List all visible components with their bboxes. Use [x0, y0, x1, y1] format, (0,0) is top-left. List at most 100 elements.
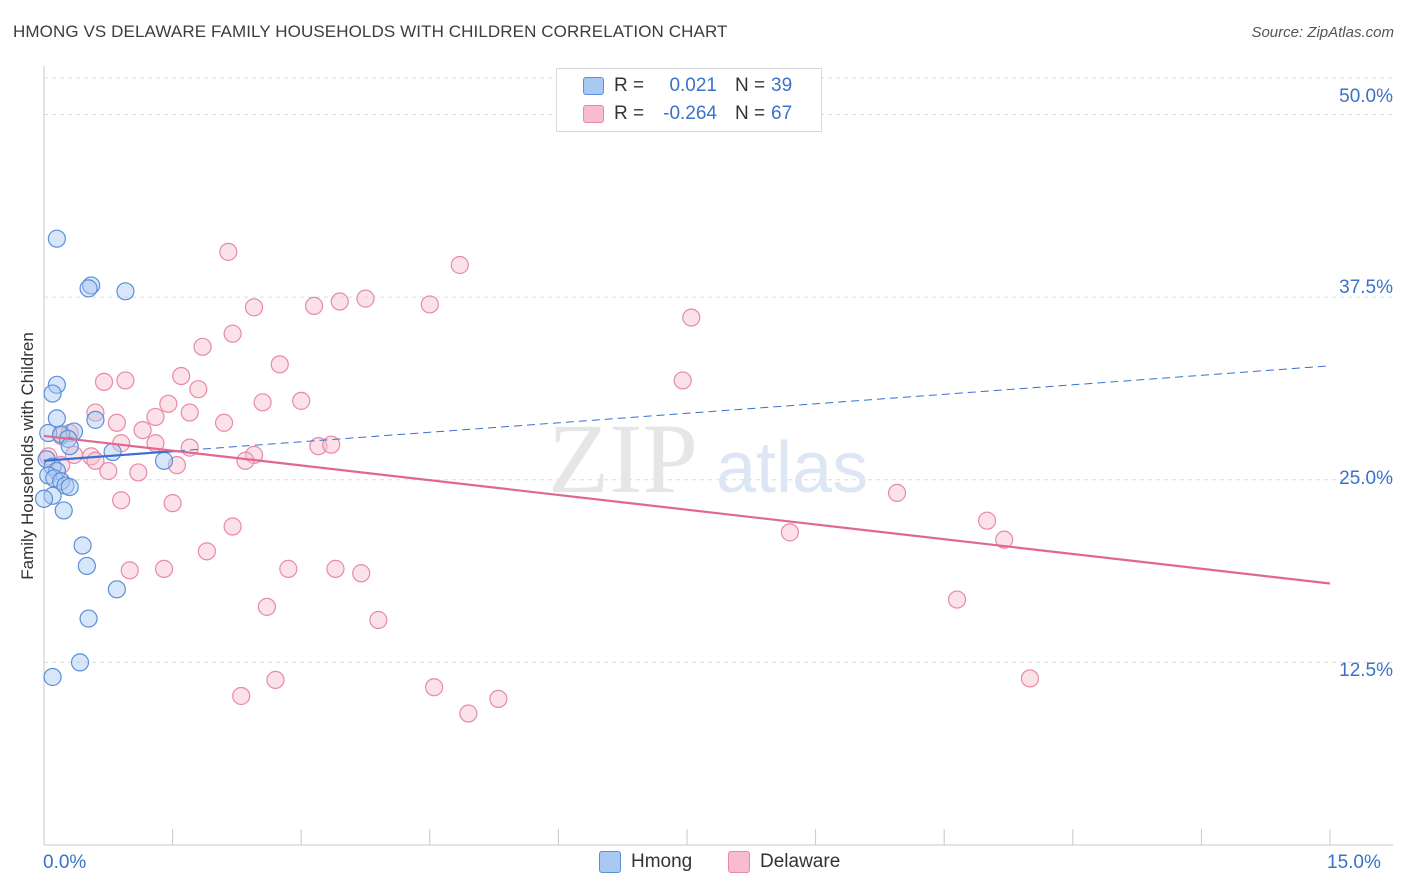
- delaware-point: [133, 420, 152, 440]
- delaware-point: [146, 407, 165, 427]
- delaware-point: [86, 403, 105, 422]
- y-tick-37-5: 37.5%: [1339, 277, 1393, 298]
- delaware-point: [159, 394, 178, 413]
- delaware-point: [197, 542, 216, 561]
- hmong-point: [73, 536, 92, 555]
- trend-lines: [43, 365, 1331, 585]
- delaware-point: [356, 289, 375, 308]
- legend-item-hmong: Hmong: [599, 851, 692, 873]
- hmong-point: [103, 442, 122, 462]
- hmong-point: [34, 489, 54, 508]
- hmong-point: [47, 229, 66, 248]
- legend-item-delaware: Delaware: [728, 851, 840, 873]
- hmong-r-label: R =: [614, 75, 645, 96]
- delaware-point: [326, 559, 345, 578]
- delaware-point: [120, 561, 139, 580]
- delaware-point: [266, 670, 285, 690]
- delaware-point: [489, 689, 508, 709]
- hmong-point: [154, 451, 174, 470]
- watermark-atlas: atlas: [716, 428, 868, 508]
- delaware-point: [129, 463, 148, 482]
- hmong-point: [79, 279, 98, 298]
- grid-lines: [44, 77, 1393, 663]
- hmong-points: [34, 229, 174, 687]
- hmong-point: [116, 282, 135, 301]
- legend-delaware-label: Delaware: [760, 851, 841, 872]
- delaware-point: [459, 704, 478, 723]
- hmong-point: [43, 667, 62, 687]
- delaware-point: [352, 564, 371, 583]
- legend: Hmong Delaware: [0, 851, 1406, 877]
- delaware-point: [223, 324, 242, 343]
- delaware-n-value: 67: [771, 103, 793, 124]
- hmong-r-value: 0.021: [669, 75, 717, 96]
- legend-delaware-swatch: [728, 851, 750, 873]
- hmong-point: [77, 556, 96, 576]
- delaware-trendline: [43, 434, 1331, 585]
- delaware-point: [116, 371, 135, 390]
- delaware-r-value: -0.264: [663, 103, 717, 124]
- hmong-trendline: [43, 449, 177, 462]
- delaware-point: [780, 523, 799, 542]
- hmong-point: [79, 609, 98, 628]
- stats-box: R = 0.021 N = 39 R = -0.264 N = 67: [556, 68, 822, 132]
- hmong-point: [82, 276, 101, 295]
- delaware-point: [292, 391, 311, 410]
- delaware-n-label: N =: [735, 103, 766, 124]
- delaware-point: [947, 590, 967, 609]
- hmong-point: [60, 477, 79, 497]
- hmong-swatch: [583, 77, 604, 95]
- delaware-point: [180, 403, 199, 422]
- delaware-point: [253, 393, 272, 412]
- delaware-point: [420, 295, 439, 314]
- delaware-point: [369, 610, 388, 630]
- delaware-point: [995, 530, 1014, 549]
- legend-hmong-swatch: [599, 851, 621, 873]
- delaware-point: [223, 517, 242, 536]
- chart-title: HMONG VS DELAWARE FAMILY HOUSEHOLDS WITH…: [13, 22, 728, 41]
- delaware-point: [219, 242, 238, 261]
- delaware-point: [193, 337, 212, 356]
- delaware-point: [977, 511, 997, 530]
- delaware-point: [107, 413, 126, 432]
- x-tick-left: 0.0%: [43, 852, 87, 873]
- delaware-point: [94, 372, 114, 391]
- y-tick-50: 50.0%: [1339, 86, 1393, 107]
- chart-source: Source: ZipAtlas.com: [1251, 24, 1394, 41]
- hmong-point: [47, 375, 66, 394]
- delaware-point: [279, 559, 298, 578]
- hmong-point: [60, 437, 79, 456]
- delaware-r-label: R =: [614, 103, 645, 124]
- delaware-swatch: [583, 105, 604, 123]
- axes: [43, 66, 1393, 846]
- delaware-point: [232, 686, 251, 706]
- delaware-point: [330, 292, 349, 311]
- hmong-trendline-extension: [176, 365, 1331, 452]
- delaware-point: [1020, 669, 1040, 688]
- y-tick-25: 25.0%: [1339, 468, 1393, 489]
- watermark: ZIP atlas: [548, 403, 868, 514]
- stats-row-delaware: R = -0.264 N = 67: [557, 101, 821, 127]
- delaware-point: [887, 483, 907, 503]
- x-tick-right: 15.0%: [1327, 852, 1381, 873]
- legend-hmong-label: Hmong: [631, 851, 693, 872]
- delaware-point: [154, 559, 174, 578]
- delaware-point: [244, 298, 264, 317]
- delaware-point: [189, 380, 208, 399]
- hmong-point: [70, 653, 90, 672]
- delaware-point: [450, 255, 469, 275]
- delaware-points: [39, 242, 1040, 723]
- delaware-point: [172, 366, 191, 386]
- hmong-point: [107, 580, 126, 599]
- delaware-point: [304, 296, 324, 316]
- y-tick-12-5: 12.5%: [1339, 660, 1393, 681]
- hmong-point: [43, 384, 62, 403]
- hmong-n-label: N =: [735, 75, 766, 96]
- hmong-n-value: 39: [771, 75, 793, 96]
- hmong-point: [86, 410, 105, 429]
- delaware-point: [163, 494, 182, 513]
- delaware-point: [322, 435, 341, 454]
- delaware-point: [99, 461, 118, 481]
- delaware-point: [214, 413, 234, 432]
